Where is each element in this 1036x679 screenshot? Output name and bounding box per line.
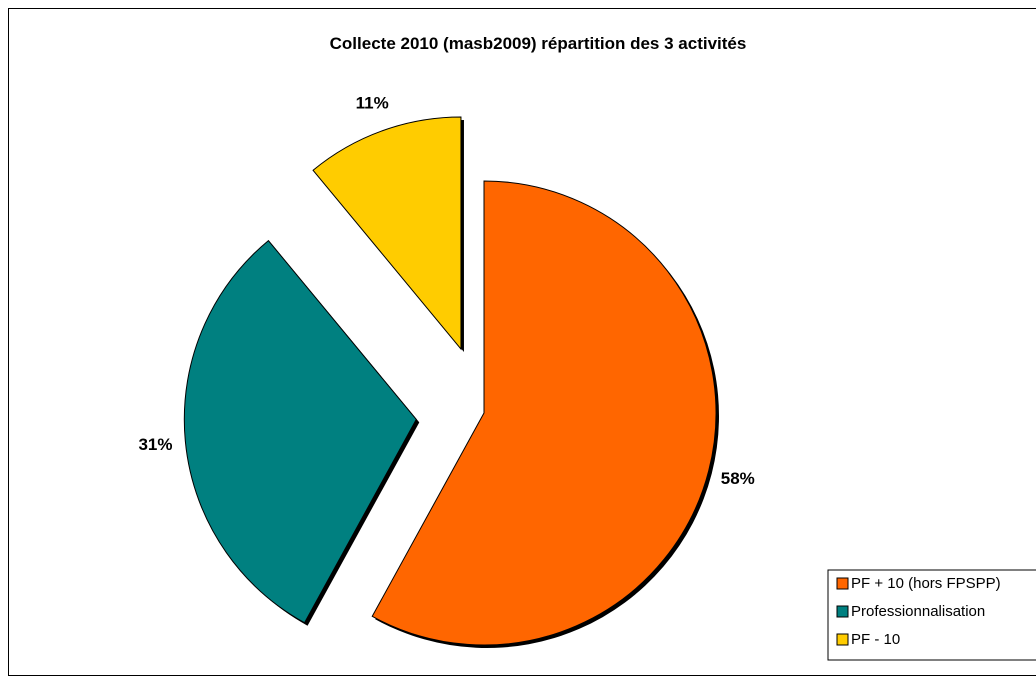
- pie-slices: [183, 116, 719, 648]
- chart-legend: PF + 10 (hors FPSPP) Professionnalisation…: [827, 569, 1036, 661]
- slice-label-1: 31%: [138, 435, 172, 454]
- slice-label-0: 58%: [721, 469, 755, 488]
- pie-slice-2: [312, 116, 462, 351]
- slice-label-2: 11%: [356, 94, 389, 113]
- pie-labels: 58% 31% 11%: [138, 94, 754, 489]
- legend-box: [827, 569, 1036, 661]
- legend-swatch-2: [836, 633, 849, 646]
- pie-slice-0: [371, 180, 717, 646]
- legend-swatch-0: [836, 577, 849, 590]
- legend-swatch-1: [836, 605, 849, 618]
- legend-label-0: PF + 10 (hors FPSPP): [851, 575, 1001, 592]
- chart-title: Collecte 2010 (masb2009) répartition des…: [330, 34, 747, 53]
- legend-label-1: Professionnalisation: [851, 603, 985, 620]
- pie-slice-1: [183, 239, 417, 624]
- legend-label-2: PF - 10: [851, 631, 900, 648]
